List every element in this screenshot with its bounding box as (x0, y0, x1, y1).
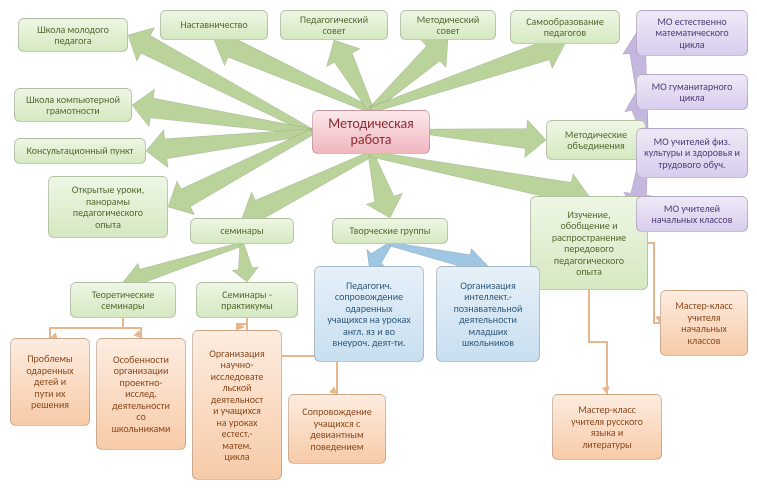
edge-center-tvgroup (366, 153, 402, 218)
node-konsp: Консультационный пункт (14, 138, 146, 164)
edge-teosem-osoborg (123, 318, 141, 338)
edge-center-otkr (168, 129, 313, 214)
edge-center-metsovet (369, 39, 448, 112)
node-soprdev: Сопровождениеучащихся сдевиантнымповеден… (288, 394, 386, 464)
edge-izuch-mk_rus (589, 290, 610, 394)
node-problod: Проблемыодаренныхдетей ипути ихрешения (10, 338, 90, 426)
node-tvgroup: Творческие группы (332, 218, 448, 244)
node-metsovet: Методическийсовет (400, 10, 496, 40)
edge-sprakt-orgnauch (237, 318, 247, 330)
edge-center-nast (214, 31, 372, 113)
node-orgint: Организацияинтеллект.-познавательнойдеят… (436, 266, 540, 362)
node-pedsopr: Педагогич.сопровождениеодаренныхучащихся… (314, 266, 424, 362)
node-izuch: Изучение,обобщение ираспространениеперед… (530, 196, 648, 290)
edge-center-pedsovet (327, 40, 374, 111)
node-mo_gum: МО гуманитарногоцикла (636, 74, 748, 110)
node-otkr: Открытые уроки,панорамыпедагогическогооп… (48, 176, 168, 238)
node-mo: Методическиеобъединения (546, 120, 646, 160)
node-mo_fiz: МО учителей физ.культуры и здоровья итру… (636, 128, 748, 178)
node-samo: Самообразованиепедагогов (510, 10, 620, 44)
edge-tvgroup-pedsopr (367, 243, 392, 268)
edge-center-konsp (146, 129, 312, 168)
edge-center-shkg (132, 89, 312, 135)
edge-seminary-sprakt (232, 244, 258, 282)
node-mo_em: МО естественноматематическогоцикла (636, 10, 748, 56)
edge-center-samo (370, 33, 565, 113)
node-shmp: Школа молодогопедагога (18, 18, 128, 52)
node-pedsovet: Педагогическийсовет (280, 10, 388, 40)
edge-center-shmp (128, 28, 313, 135)
node-shkg: Школа компьютернойграмотности (14, 88, 132, 122)
edge-center-mo (430, 120, 546, 158)
node-seminary: семинары (190, 218, 294, 244)
node-orgnauch: Организациянаучно-исследовательскойдеяте… (192, 330, 282, 480)
node-mk_rus: Мастер-классучителя русскогоязыка илитер… (552, 394, 662, 460)
node-osoborg: Особенностиорганизациипроектно-исслед.де… (96, 338, 186, 450)
node-mo_nach: МО учителейначальных классов (636, 196, 748, 232)
node-mk_nach: Мастер-классучителяначальныхклассов (660, 290, 748, 356)
node-center: Методическаяработа (312, 110, 430, 154)
edge-teosem-problod (50, 318, 123, 340)
edge-center-seminary (242, 151, 372, 226)
node-nast: Наставничество (160, 10, 268, 40)
node-sprakt: Семинары -практикумы (196, 282, 298, 318)
diagram-stage: Методическаяработа Наставничество Педагоги… (0, 0, 757, 500)
node-teosem: Теоретическиесеминары (70, 282, 176, 318)
